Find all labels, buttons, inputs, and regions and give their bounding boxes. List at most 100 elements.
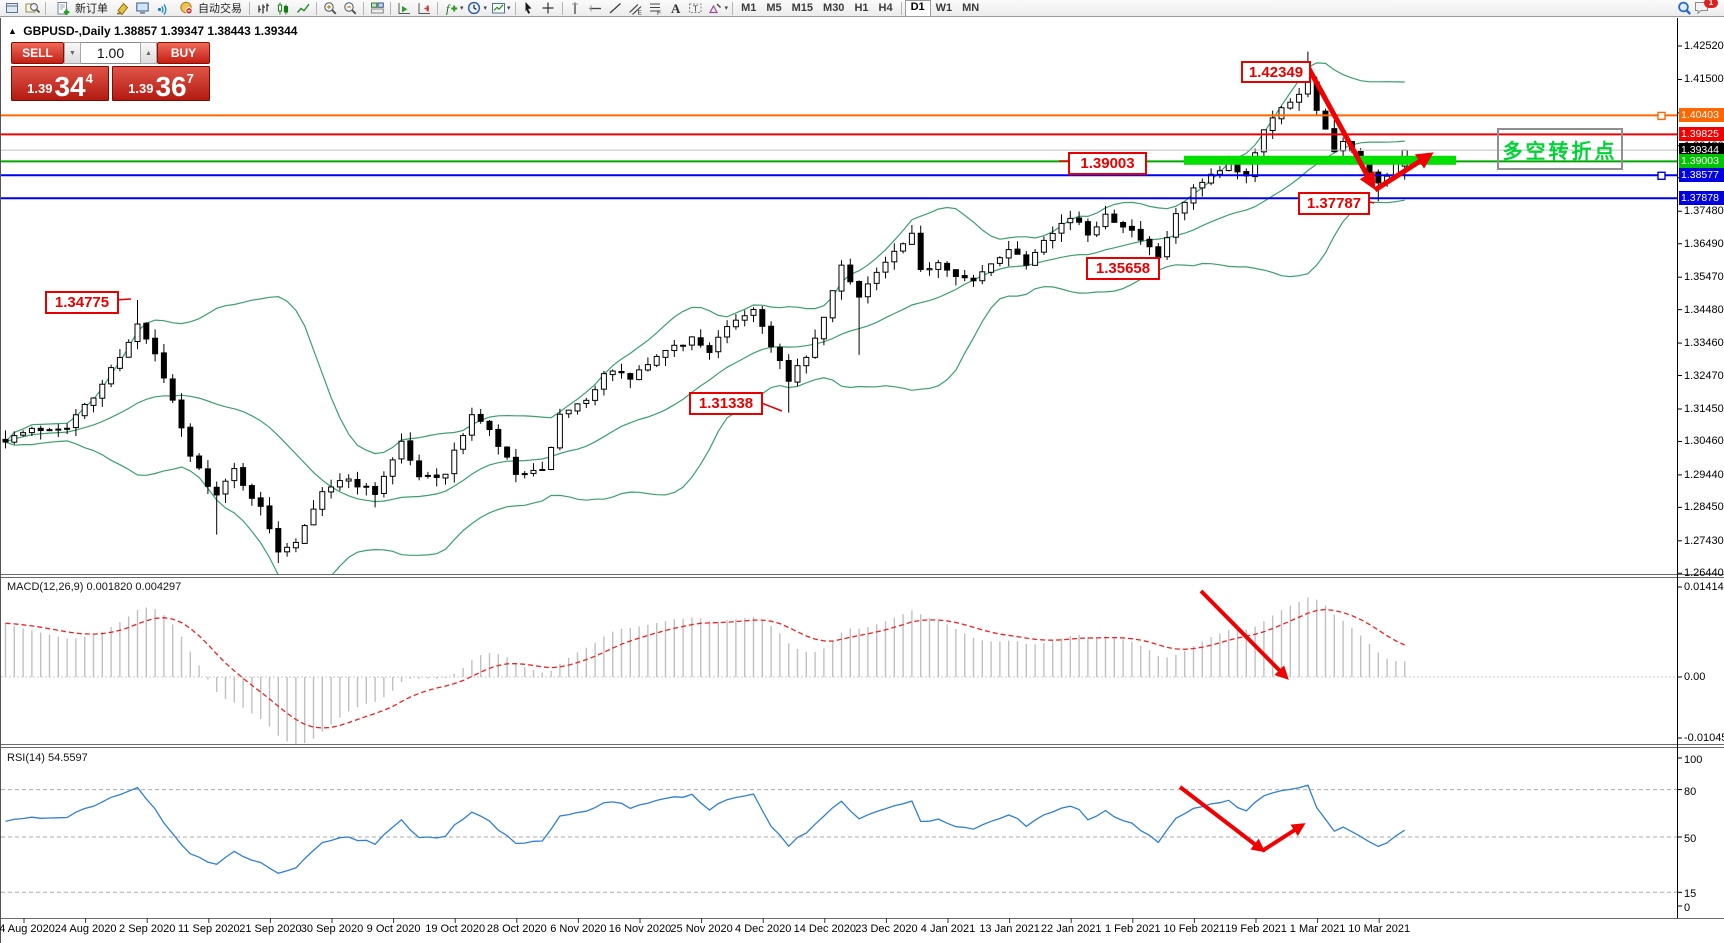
- timeframe-button-h1[interactable]: H1: [854, 1, 869, 14]
- price-callout-box[interactable]: 1.39003: [1068, 152, 1147, 175]
- price-level-badge: 1.37878: [1679, 191, 1724, 206]
- price-axis-tick: 1.32470: [1684, 369, 1724, 382]
- volume-decrease-button[interactable]: ▼: [64, 42, 81, 64]
- timeframe-button-m5[interactable]: M5: [766, 1, 782, 14]
- turning-point-note[interactable]: 多空转折点: [1497, 128, 1623, 170]
- timeframe-button-w1[interactable]: W1: [935, 1, 953, 14]
- date-axis-label: 24 Aug 2020: [54, 923, 117, 935]
- new-order-button[interactable]: 新订单: [49, 0, 112, 16]
- buy-button[interactable]: BUY: [157, 42, 210, 64]
- dropdown-caret-icon[interactable]: ▾: [507, 5, 511, 12]
- downtrend-arrow[interactable]: [1305, 65, 1376, 190]
- date-axis-label: 14 Aug 2020: [0, 923, 55, 935]
- autotrade-button[interactable]: 自动交易: [172, 0, 246, 16]
- bars-icon[interactable]: [253, 0, 273, 16]
- styles-icon[interactable]: [112, 0, 132, 16]
- date-axis-label: 13 Jan 2021: [979, 923, 1040, 935]
- svg-text:f: f: [446, 1, 451, 15]
- price-chart[interactable]: [1, 18, 1724, 943]
- chart-shift-icon[interactable]: [414, 0, 434, 16]
- signal-icon[interactable]: [152, 0, 172, 16]
- timeframe-button-m15[interactable]: M15: [791, 1, 814, 14]
- rsi-downtrend-arrow[interactable]: [1178, 785, 1266, 853]
- price-axis-tick: 1.42520: [1684, 40, 1724, 52]
- date-axis-label: 6 Nov 2020: [550, 923, 607, 935]
- toolbar-divider: [45, 1, 46, 15]
- price-axis-tick: 1.34480: [1684, 303, 1724, 316]
- volume-increase-button[interactable]: ▲: [140, 42, 157, 64]
- periods-icon[interactable]: [465, 0, 485, 16]
- dropdown-caret-icon[interactable]: ▾: [724, 5, 729, 12]
- rsi-axis-label: 100: [1684, 754, 1703, 766]
- price-callout-box[interactable]: 1.34775: [45, 291, 119, 314]
- candles-icon[interactable]: [273, 0, 293, 16]
- timeframe-button-d1[interactable]: D1: [904, 0, 931, 17]
- price-axis-tick: 1.33460: [1684, 337, 1724, 350]
- rsi-axis-label: 80: [1684, 785, 1697, 798]
- price-level-badge: 1.39825: [1679, 127, 1724, 142]
- dropdown-caret-icon[interactable]: ▾: [483, 5, 488, 12]
- price-callout-box[interactable]: 1.42349: [1241, 61, 1311, 83]
- zoom-in-icon[interactable]: [320, 0, 340, 16]
- price-axis-tick: 1.31450: [1684, 402, 1724, 415]
- rebound-arrow[interactable]: [1373, 152, 1434, 193]
- symbol-period-label: GBPUSD-,Daily: [23, 24, 111, 38]
- price-axis-tick: 1.28450: [1684, 501, 1724, 514]
- timeframe-button-m30[interactable]: M30: [823, 1, 845, 14]
- templates-icon[interactable]: [488, 0, 508, 16]
- rsi-rebound-arrow[interactable]: [1260, 823, 1306, 853]
- toolbar-divider: [390, 1, 391, 15]
- text-icon[interactable]: A: [666, 0, 686, 16]
- hline-icon[interactable]: [586, 0, 606, 16]
- crosshair-icon[interactable]: [539, 0, 559, 16]
- autotrade-label: 自动交易: [198, 3, 242, 15]
- volume-input[interactable]: 1.00: [81, 42, 140, 64]
- indicator-window-icon[interactable]: [22, 0, 42, 16]
- cursor-icon[interactable]: [519, 0, 539, 16]
- svg-text:F: F: [657, 10, 661, 16]
- collapse-icon[interactable]: ▲: [8, 26, 17, 36]
- indicators-icon[interactable]: f: [441, 0, 461, 16]
- ohlc-values: 1.38857 1.39347 1.38443 1.39344: [113, 24, 298, 38]
- svg-text:T: T: [693, 4, 698, 13]
- search-icon[interactable]: [1674, 0, 1694, 16]
- sell-price-display[interactable]: 1.39 34 4: [11, 66, 109, 101]
- timeframe-button-m1[interactable]: M1: [741, 1, 757, 14]
- price-callout-box[interactable]: 1.37787: [1298, 192, 1370, 215]
- window-icon[interactable]: [2, 0, 22, 16]
- fibo-icon[interactable]: F: [646, 0, 666, 16]
- toolbar: 新订单 自动交易 f ▾ ▾ ▾ E F A T ▾ M1 M5 M15 M30 H1 H4 D1 W1 MN 1: [0, 0, 1724, 17]
- new-order-icon: [53, 0, 73, 16]
- chart-canvas[interactable]: ▲ GBPUSD-,Daily 1.38857 1.39347 1.38443 …: [0, 18, 1724, 943]
- tiles-icon[interactable]: [367, 0, 387, 16]
- vline-icon[interactable]: [566, 0, 586, 16]
- macd-axis-label: 0.014146: [1684, 581, 1724, 593]
- dropdown-caret-icon[interactable]: ▾: [460, 5, 464, 12]
- macd-downtrend-arrow[interactable]: [1199, 589, 1289, 680]
- channel-icon[interactable]: E: [626, 0, 646, 16]
- zoom-out-icon[interactable]: [340, 0, 360, 16]
- trendline-icon[interactable]: [606, 0, 626, 16]
- toolbar-divider: [732, 1, 734, 15]
- toolbar-divider: [514, 1, 516, 15]
- price-callout-box[interactable]: 1.35658: [1086, 257, 1160, 280]
- price-callout-box[interactable]: 1.31338: [689, 392, 763, 415]
- autoscroll-icon[interactable]: [394, 0, 414, 16]
- date-axis-label: 10 Feb 2021: [1163, 923, 1226, 935]
- timeframe-button-h4[interactable]: H4: [878, 1, 893, 14]
- date-axis-label: 4 Dec 2020: [735, 923, 792, 935]
- price-axis-tick: 1.27430: [1684, 534, 1724, 547]
- date-axis-label: 21 Sep 2020: [239, 923, 302, 935]
- chat-icon[interactable]: 1: [1694, 0, 1718, 16]
- timeframe-button-mn[interactable]: MN: [962, 1, 980, 14]
- buy-price-display[interactable]: 1.39 36 7: [112, 66, 210, 101]
- shapes-icon[interactable]: [706, 0, 726, 16]
- rsi-axis-label: 50: [1684, 833, 1697, 845]
- terminal-icon[interactable]: [132, 0, 152, 16]
- label-icon[interactable]: T: [686, 0, 706, 16]
- chart-title-bar: ▲ GBPUSD-,Daily 1.38857 1.39347 1.38443 …: [8, 24, 297, 38]
- date-axis-label: 23 Dec 2020: [855, 923, 918, 935]
- sell-button[interactable]: SELL: [11, 42, 64, 64]
- line-chart-icon[interactable]: [293, 0, 313, 16]
